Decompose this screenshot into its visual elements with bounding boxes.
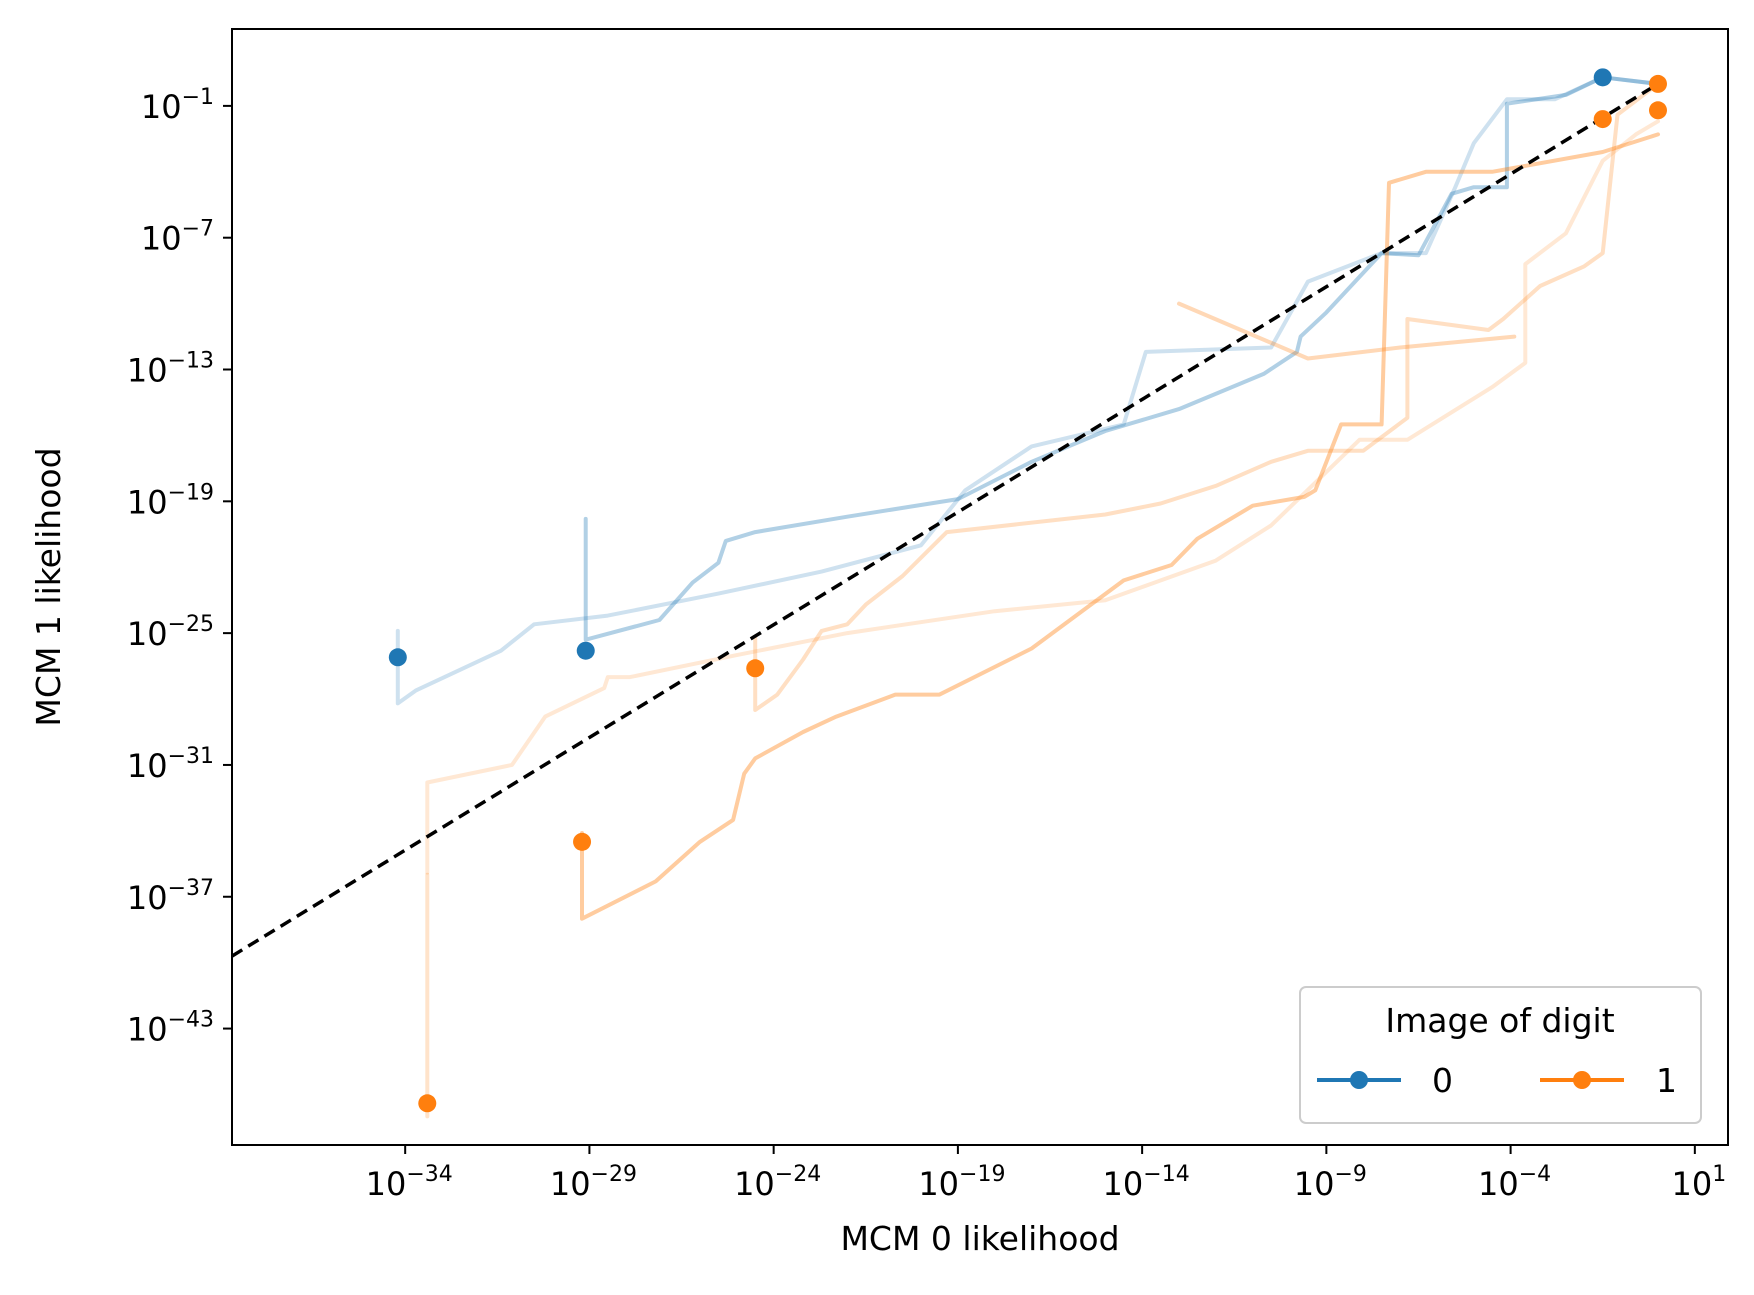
legend-box bbox=[1299, 986, 1702, 1124]
legend-marker-0 bbox=[1350, 1071, 1368, 1089]
endpoint-marker-digit-0-1 bbox=[576, 641, 595, 660]
endpoint-marker-digit-1-0 bbox=[418, 1094, 437, 1113]
legend: Image of digit 0 1 bbox=[1299, 986, 1702, 1124]
endpoint-marker-digit-0-0 bbox=[388, 648, 407, 667]
series-line-digit-1-6 bbox=[1177, 301, 1517, 361]
plot-frame bbox=[231, 28, 1729, 1146]
y-axis-label: MCM 1 likelihood bbox=[29, 447, 68, 726]
x-tick-label: 10−29 bbox=[550, 1162, 637, 1203]
x-tick-label: 10−14 bbox=[1103, 1162, 1190, 1203]
legend-title: Image of digit bbox=[1385, 1001, 1614, 1040]
legend-label-0: 0 bbox=[1432, 1061, 1453, 1100]
y-tick-label: 10−7 bbox=[141, 217, 214, 258]
x-tick-label: 101 bbox=[1671, 1162, 1726, 1203]
x-tick-label: 10−34 bbox=[366, 1162, 453, 1203]
y-tick-label: 10−31 bbox=[127, 744, 214, 785]
x-tick-label: 10−9 bbox=[1294, 1162, 1367, 1203]
y-tick-label: 10−37 bbox=[127, 876, 214, 917]
reference-diagonal-line bbox=[231, 82, 1659, 958]
y-axis: 10−43 10−37 10−31 10−25 10−19 10−13 10−7 10−1 bbox=[127, 85, 232, 1049]
x-axis-label: MCM 0 likelihood bbox=[840, 1219, 1119, 1258]
plot-area bbox=[231, 68, 1667, 1119]
x-tick-label: 10−19 bbox=[918, 1162, 1005, 1203]
y-tick-label: 10−43 bbox=[127, 1008, 214, 1049]
y-tick-label: 10−19 bbox=[127, 480, 214, 521]
endpoint-marker-digit-1-1 bbox=[573, 832, 592, 851]
x-tick-label: 10−24 bbox=[734, 1162, 821, 1203]
series-line-digit-1-5 bbox=[580, 132, 1660, 921]
y-tick-label: 10−25 bbox=[127, 612, 214, 653]
y-tick-label: 10−1 bbox=[141, 85, 214, 126]
endpoint-marker-digit-1-3 bbox=[1593, 110, 1612, 129]
endpoint-marker-digit-0-2 bbox=[1593, 68, 1612, 87]
series-line-digit-1-4 bbox=[753, 81, 1660, 712]
x-axis: 10−34 10−29 10−24 10−19 10−14 10−9 10−4 101 bbox=[366, 1145, 1726, 1203]
series-line-digit-0-0 bbox=[395, 75, 1660, 706]
series-line-digit-1-2 bbox=[425, 119, 1660, 875]
legend-marker-1 bbox=[1573, 1071, 1591, 1089]
series-line-digit-0-1 bbox=[583, 75, 1660, 642]
y-tick-label: 10−13 bbox=[127, 349, 214, 390]
legend-label-1: 1 bbox=[1656, 1061, 1677, 1100]
endpoint-marker-digit-1-4 bbox=[1648, 74, 1667, 93]
x-tick-label: 10−4 bbox=[1478, 1162, 1551, 1203]
endpoint-marker-digit-1-5 bbox=[1648, 101, 1667, 120]
endpoint-marker-digit-1-2 bbox=[746, 659, 765, 678]
